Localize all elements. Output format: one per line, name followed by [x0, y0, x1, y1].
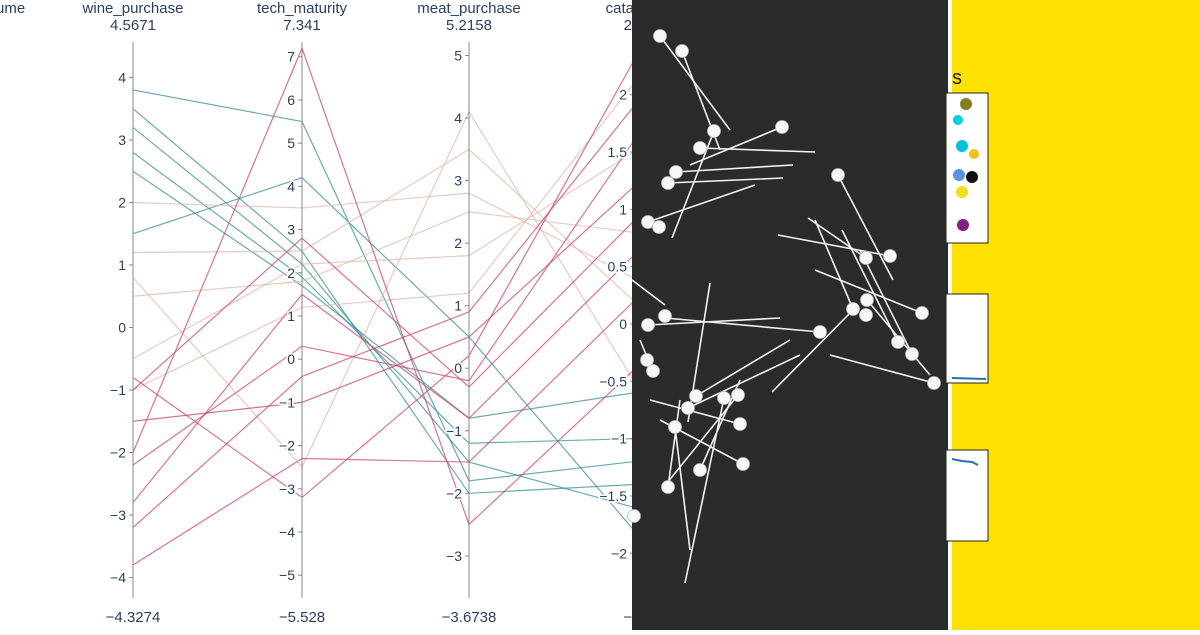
- data-line: [132, 62, 632, 499]
- chart-background: [0, 0, 632, 630]
- data-line: [132, 256, 632, 503]
- data-line: [132, 142, 632, 466]
- data-line: [132, 152, 632, 360]
- line-box: [945, 449, 989, 542]
- axis-label: ume: [0, 0, 25, 17]
- right-panel: s: [945, 0, 1200, 630]
- tick-label: −1: [611, 431, 627, 447]
- tick-label: 5: [287, 135, 295, 151]
- tick-label: −5: [279, 567, 295, 583]
- tick-label: 0: [118, 319, 126, 335]
- axis-max-label: 7.341: [283, 17, 321, 34]
- tick-label: 1.5: [608, 144, 628, 160]
- axis-label: catalog_: [606, 0, 663, 17]
- tick-label: 2: [118, 194, 126, 210]
- tick-label: 2: [287, 265, 295, 281]
- tick-label: −4: [279, 524, 295, 540]
- tick-label: −2: [110, 445, 126, 461]
- axis-max-label: 2.4: [624, 17, 645, 34]
- tick-label: 2: [454, 235, 462, 251]
- tick-label: −3: [110, 507, 126, 523]
- cluster-blobs: [953, 98, 979, 231]
- tick-label: 0: [619, 316, 627, 332]
- tick-label: 0.5: [608, 259, 628, 275]
- tick-label: −4: [110, 570, 126, 586]
- pin-heads: [627, 29, 941, 523]
- axis-max-label: 4.5671: [110, 17, 156, 34]
- axis-min-label: −5.528: [279, 609, 325, 626]
- axis-min-label: −2.: [623, 609, 644, 626]
- tick-label: −3: [279, 481, 295, 497]
- trend-line: [951, 458, 979, 466]
- scatter-box: [945, 92, 989, 244]
- data-line: [132, 170, 632, 419]
- pins-photo: [627, 0, 948, 630]
- data-line: [132, 89, 632, 482]
- data-line: [132, 221, 632, 391]
- tick-label: −1: [110, 382, 126, 398]
- data-lines: [132, 46, 632, 566]
- panel-background: [952, 0, 1200, 630]
- tick-label: 4: [118, 69, 126, 85]
- tick-label: 1: [118, 257, 126, 273]
- tick-label: 0: [287, 351, 295, 367]
- data-line: [132, 110, 632, 469]
- data-line: [132, 46, 632, 526]
- trend-line: [951, 377, 987, 380]
- photo-background: [632, 0, 948, 630]
- tick-label: −1.5: [599, 488, 627, 504]
- tick-label: 1: [454, 298, 462, 314]
- axis-label: wine_purchase: [82, 0, 184, 17]
- data-line: [132, 151, 632, 444]
- tick-label: 3: [454, 173, 462, 189]
- tick-label: 3: [287, 222, 295, 238]
- data-line: [132, 108, 632, 494]
- data-line: [132, 84, 632, 391]
- axis-min-label: −4.3274: [106, 609, 161, 626]
- tick-label: −2: [611, 545, 627, 561]
- tick-label: 5: [454, 47, 462, 63]
- data-line: [132, 187, 632, 422]
- tick-label: −1: [279, 394, 295, 410]
- tick-label: 6: [287, 92, 295, 108]
- tick-label: 1: [619, 201, 627, 217]
- panel-title: s: [952, 67, 962, 89]
- axis-label: meat_purchase: [417, 0, 520, 17]
- tick-label: −1: [446, 423, 462, 439]
- tick-label: 1: [287, 308, 295, 324]
- tick-label: −2: [446, 485, 462, 501]
- tick-label: −2: [279, 438, 295, 454]
- tick-label: 3: [118, 132, 126, 148]
- tick-label: 4: [454, 110, 462, 126]
- axis-max-label: 5.2158: [446, 17, 492, 34]
- line-box: [945, 293, 989, 384]
- tick-label: 0: [454, 360, 462, 376]
- data-line: [132, 211, 632, 297]
- tick-label: −0.5: [599, 373, 627, 389]
- data-line: [132, 302, 632, 566]
- tick-label: 4: [287, 178, 295, 194]
- tick-label: 7: [287, 49, 295, 65]
- tick-label: −3: [446, 548, 462, 564]
- data-line: [132, 192, 632, 278]
- tick-label: 2: [619, 87, 627, 103]
- axis-label: tech_maturity: [257, 0, 348, 17]
- axis-min-label: −3.6738: [442, 609, 497, 626]
